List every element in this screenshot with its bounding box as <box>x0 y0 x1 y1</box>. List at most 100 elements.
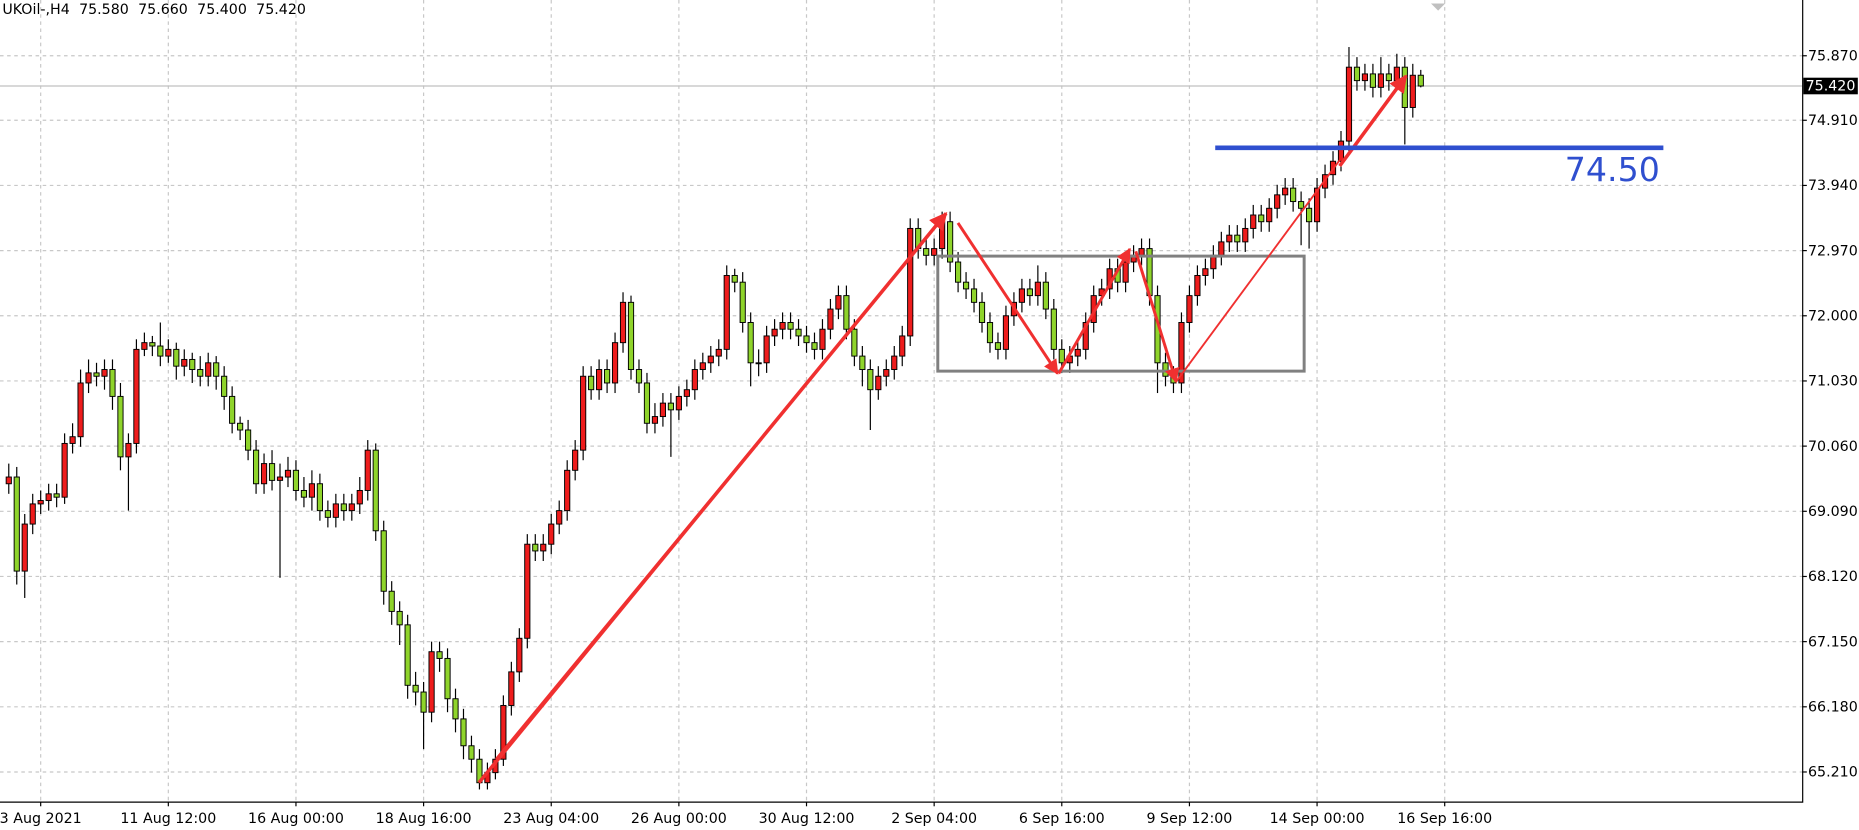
candle-body <box>1337 140 1345 162</box>
candle-body <box>276 476 284 481</box>
candle-body <box>1074 348 1081 357</box>
candle-body <box>205 362 212 377</box>
candle-body <box>635 369 643 384</box>
candle-body <box>986 322 994 344</box>
candle-body <box>1042 281 1049 310</box>
x-tick-label: 16 Sep 16:00 <box>1397 811 1492 827</box>
x-tick-label: 30 Aug 12:00 <box>759 811 855 827</box>
candle-body <box>324 510 331 518</box>
candle-body <box>101 369 108 377</box>
candle-body <box>85 372 92 384</box>
y-tick-label: 65.210 <box>1808 765 1858 781</box>
candle-body <box>1018 288 1025 303</box>
candle-body <box>643 382 651 424</box>
candle-body <box>699 362 706 371</box>
x-tick-label: 9 Sep 12:00 <box>1146 811 1232 827</box>
last-price-box <box>1803 77 1858 95</box>
candle-body <box>787 322 794 330</box>
y-tick-label: 70.060 <box>1808 439 1858 455</box>
candle-body <box>1050 308 1057 350</box>
candle-body <box>603 369 611 384</box>
candle-body <box>149 342 156 347</box>
candle-body <box>444 657 451 700</box>
candle-body <box>715 348 722 357</box>
candle-body <box>252 449 260 485</box>
candle-body <box>1290 187 1297 203</box>
header: UKOil-,H4 75.580 75.660 75.400 75.420 <box>2 2 306 18</box>
candle-body <box>955 261 962 283</box>
candle-body <box>532 543 539 552</box>
candle-body <box>994 342 1002 350</box>
y-tick-label: 75.870 <box>1808 49 1858 65</box>
trend-line <box>495 224 938 760</box>
candle-body <box>1178 322 1185 384</box>
candle-body <box>811 342 818 350</box>
candle-body <box>1274 194 1281 209</box>
candle-body <box>1361 73 1369 82</box>
candle-body <box>157 345 164 357</box>
candle-body <box>755 362 762 365</box>
x-tick-label: 2 Sep 04:00 <box>891 811 977 827</box>
candle-body <box>962 281 970 290</box>
candle-body <box>723 274 730 350</box>
candle-body <box>572 449 579 471</box>
candle-body <box>1162 362 1169 377</box>
candle-body <box>683 389 690 397</box>
y-tick-label: 74.910 <box>1808 113 1858 129</box>
candle-body <box>229 395 236 424</box>
candle-body <box>237 422 244 431</box>
candle-body <box>564 469 571 512</box>
y-tick-label: 72.970 <box>1808 243 1858 259</box>
candle-body <box>364 449 371 491</box>
candle-body <box>500 704 507 760</box>
y-tick-label: 68.120 <box>1808 569 1858 585</box>
y-tick-label: 69.090 <box>1808 504 1858 520</box>
candle-body <box>1393 66 1400 82</box>
candle-body <box>308 483 315 498</box>
candle-body <box>61 442 68 498</box>
y-tick-label: 73.940 <box>1808 178 1858 194</box>
candle-body <box>779 322 786 330</box>
candle-body <box>1082 322 1089 350</box>
candle-body <box>197 369 204 377</box>
x-tick-label: 11 Aug 12:00 <box>120 811 216 827</box>
candle-body <box>141 342 148 350</box>
candle-body <box>835 295 842 310</box>
candle-body <box>867 369 874 391</box>
candle-body <box>1313 187 1321 223</box>
candle-body <box>883 369 890 377</box>
candle-body <box>452 698 459 720</box>
candle-body <box>596 369 603 391</box>
candle-body <box>468 745 475 760</box>
candle-body <box>300 489 308 498</box>
x-tick-label: 26 Aug 00:00 <box>631 811 727 827</box>
candle-body <box>1242 227 1249 243</box>
header-open: 75.580 <box>79 2 129 18</box>
header-low: 75.400 <box>197 2 247 18</box>
x-tick-label: 23 Aug 04:00 <box>503 811 599 827</box>
x-tick-label: 18 Aug 16:00 <box>376 811 472 827</box>
candle-body <box>923 248 930 256</box>
y-tick-label: 72.000 <box>1808 309 1858 325</box>
candle-body <box>1282 187 1289 196</box>
candle-body <box>707 355 714 364</box>
candle-body <box>340 503 347 512</box>
candle-body <box>1369 73 1376 88</box>
candle-body <box>436 651 443 659</box>
candle-body <box>173 348 180 367</box>
candle-body <box>1250 214 1257 229</box>
candle-body <box>420 691 427 713</box>
x-tick-label: 16 Aug 00:00 <box>248 811 344 827</box>
candle-body <box>747 322 754 364</box>
candle-body <box>69 436 76 444</box>
candle-body <box>37 500 44 505</box>
candle-body <box>1034 281 1041 297</box>
candle-body <box>675 395 682 411</box>
candle-body <box>763 335 770 364</box>
candle-body <box>1226 234 1233 243</box>
candle-body <box>1002 315 1010 350</box>
header-close: 75.420 <box>256 2 306 18</box>
candle-body <box>907 227 914 337</box>
candle-body <box>332 503 339 518</box>
